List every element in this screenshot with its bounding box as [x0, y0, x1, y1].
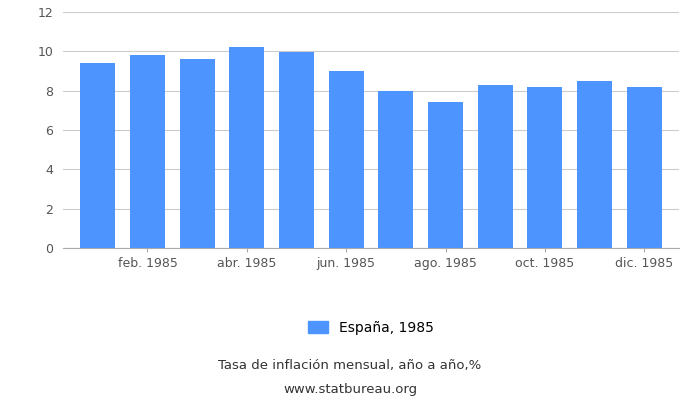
Bar: [528, 87, 562, 248]
Bar: [626, 87, 662, 248]
Bar: [329, 71, 363, 248]
Legend: España, 1985: España, 1985: [308, 321, 434, 335]
Bar: [578, 81, 612, 248]
Text: Tasa de inflación mensual, año a año,%: Tasa de inflación mensual, año a año,%: [218, 360, 482, 372]
Bar: [130, 55, 164, 248]
Bar: [230, 48, 264, 248]
Bar: [428, 102, 463, 248]
Bar: [80, 63, 116, 248]
Bar: [478, 85, 512, 248]
Text: www.statbureau.org: www.statbureau.org: [283, 384, 417, 396]
Bar: [180, 59, 214, 248]
Bar: [279, 52, 314, 248]
Bar: [379, 91, 413, 248]
